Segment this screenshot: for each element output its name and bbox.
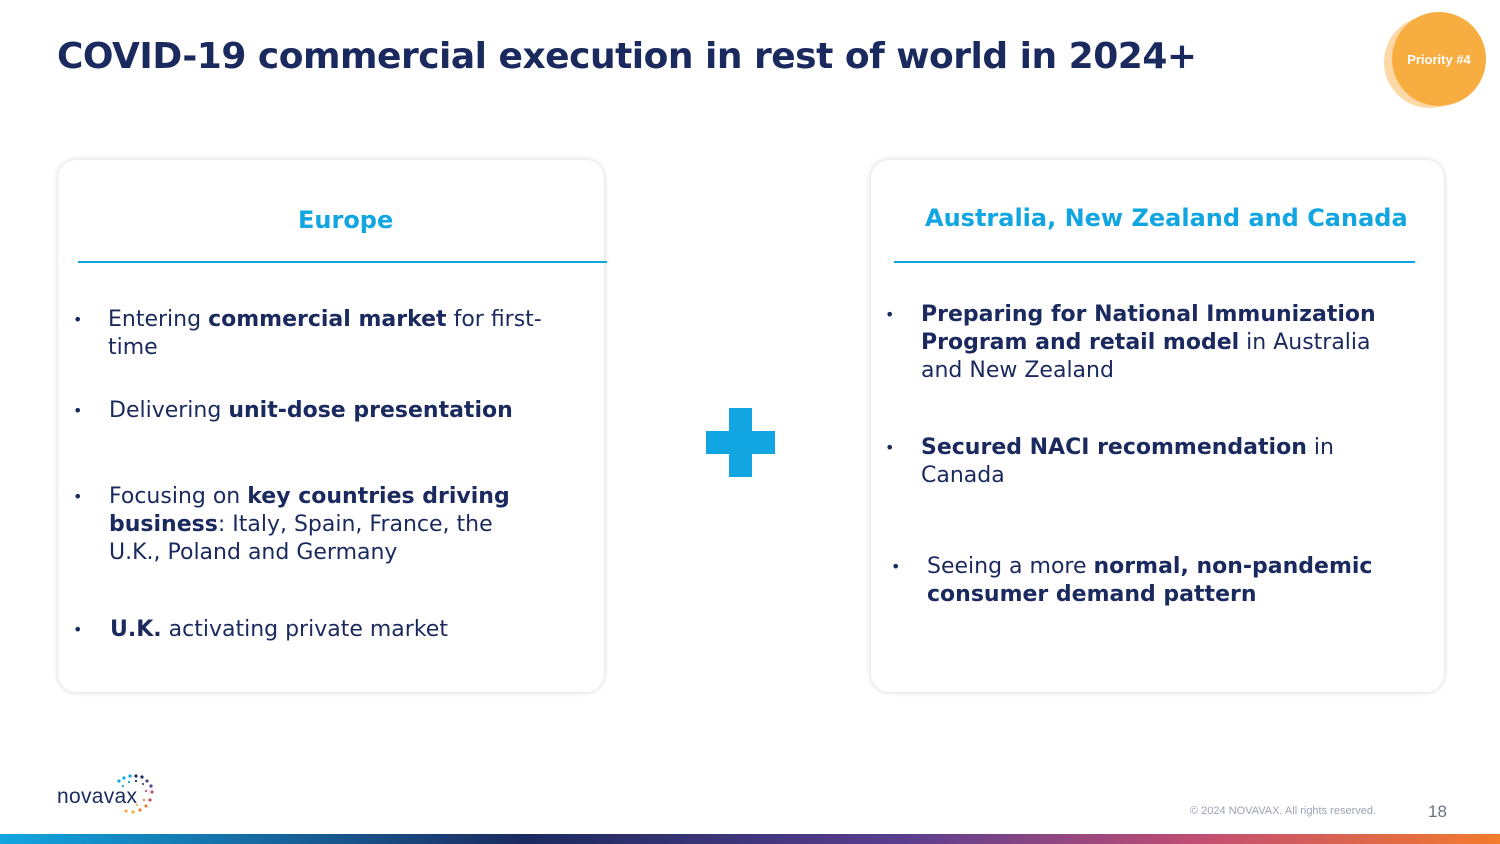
bullet-text: : Italy, Spain, France, the U.K., Poland… — [109, 512, 493, 565]
bullet-dot: • — [891, 557, 901, 576]
novavax-logo: novavax — [57, 772, 157, 818]
europe-divider — [78, 261, 607, 263]
priority-badge: Priority #4 — [1384, 10, 1488, 108]
anz-canada-card: Australia, New Zealand and Canada • Prep… — [871, 160, 1444, 692]
bullet-text: in Australia and New Zealand — [921, 330, 1371, 383]
bullet-text: Entering — [108, 307, 209, 332]
bullet-text: in Canada — [921, 435, 1334, 488]
bullet-text: Focusing on — [109, 484, 248, 509]
novavax-logo-text: novavax — [57, 785, 138, 808]
bottom-gradient-bar — [0, 834, 1500, 844]
copyright-text: © 2024 NOVAVAX. All rights reserved. — [1190, 805, 1377, 817]
bullet-text: activating private market — [161, 617, 448, 642]
bullet-bold: Secured NACI recommendation — [921, 435, 1307, 460]
bullet-dot: • — [73, 620, 83, 639]
bullet-dot: • — [885, 305, 895, 324]
bullet-dot: • — [885, 438, 895, 457]
page-number: 18 — [1428, 802, 1447, 821]
priority-badge-label: Priority #4 — [1392, 12, 1486, 106]
bullet-bold: commercial market — [208, 307, 447, 332]
novavax-logo-mark — [117, 774, 154, 814]
europe-heading: Europe — [298, 206, 394, 234]
bullet-text: Delivering — [109, 398, 229, 423]
anz-canada-divider — [894, 261, 1415, 263]
bullet-dot: • — [73, 401, 83, 420]
plus-icon — [706, 408, 775, 477]
bullet-bold: U.K. — [110, 617, 162, 642]
bullet-bold: Preparing for National Immunization Prog… — [921, 302, 1376, 355]
bullet-bold: unit-dose presentation — [228, 398, 513, 423]
bullet-bold: key countries driving business — [109, 484, 510, 537]
bullet-dot: • — [73, 310, 83, 329]
bullet-bold: normal, non-pandemic consumer demand pat… — [927, 554, 1373, 607]
bullet-dot: • — [73, 487, 83, 506]
bullet-text: Seeing a more — [927, 554, 1094, 579]
europe-card: Europe • Entering commercial market for … — [58, 160, 607, 692]
anz-canada-heading: Australia, New Zealand and Canada — [925, 204, 1408, 232]
slide-title: COVID-19 commercial execution in rest of… — [57, 36, 1197, 77]
bullet-text: for first-time — [108, 307, 542, 360]
